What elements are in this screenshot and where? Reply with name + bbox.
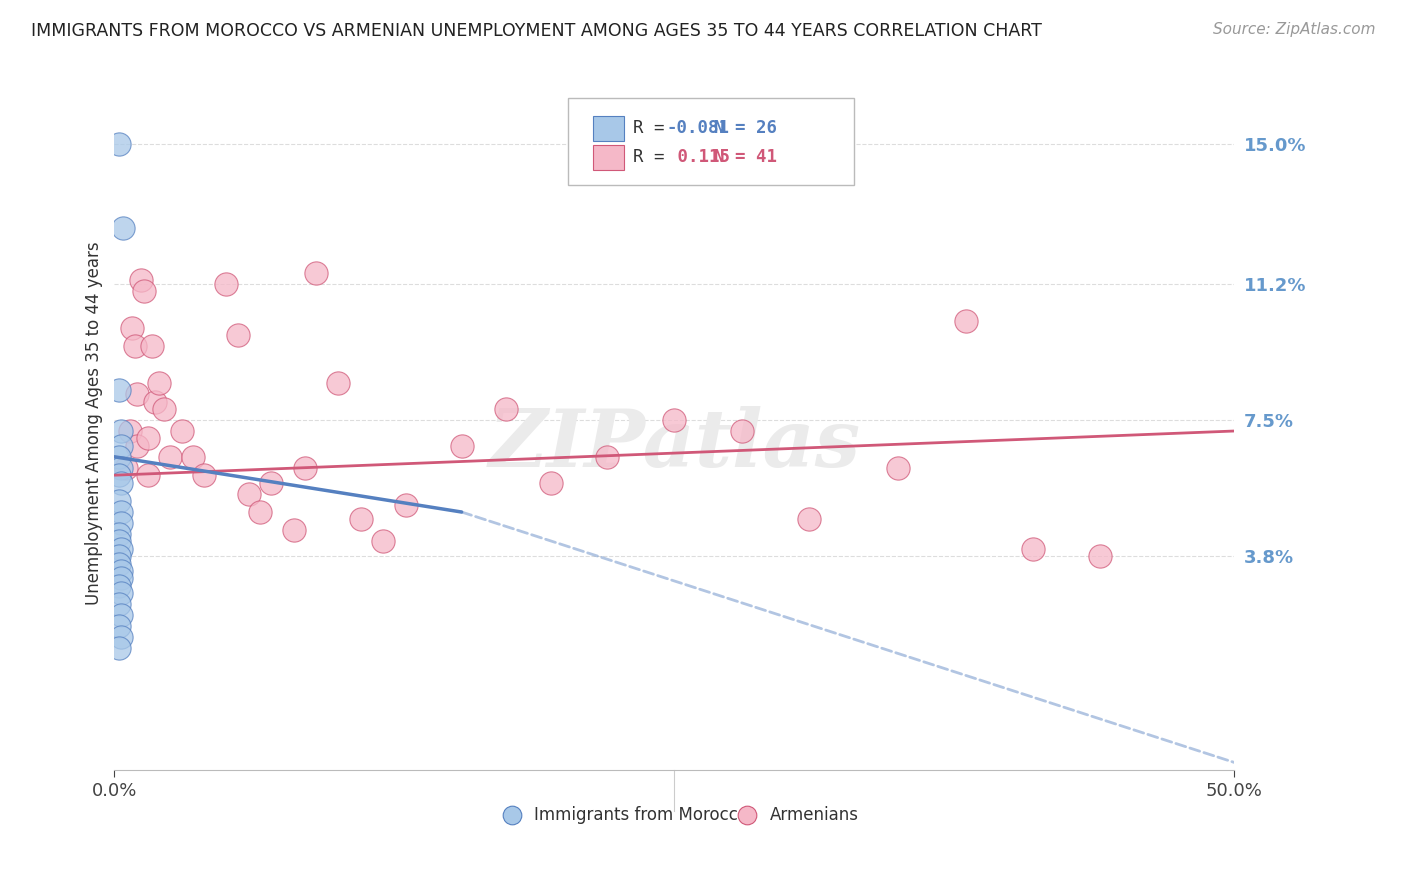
Point	[328, 376, 350, 391]
Point	[108, 597, 131, 611]
Point	[495, 401, 517, 416]
Point	[664, 413, 686, 427]
Point	[193, 468, 215, 483]
Point	[1022, 541, 1045, 556]
Point	[110, 630, 132, 644]
Text: N = 41: N = 41	[714, 148, 776, 167]
Point	[110, 571, 132, 585]
Bar	[593, 116, 624, 141]
Point	[350, 512, 373, 526]
Point	[1088, 549, 1111, 564]
Point	[125, 439, 148, 453]
Point	[887, 460, 910, 475]
Point	[129, 273, 152, 287]
Point	[108, 494, 131, 508]
Point	[110, 475, 132, 490]
Point	[170, 424, 193, 438]
Point	[108, 527, 131, 541]
Point	[152, 401, 174, 416]
Text: -0.081: -0.081	[666, 120, 730, 137]
Point	[249, 505, 271, 519]
Point	[110, 505, 132, 519]
Point	[215, 277, 238, 291]
Point	[450, 439, 472, 453]
Text: N = 26: N = 26	[714, 120, 776, 137]
Text: R =: R =	[633, 148, 675, 167]
Point	[136, 431, 159, 445]
Point	[108, 549, 131, 564]
Point	[125, 387, 148, 401]
Text: IMMIGRANTS FROM MOROCCO VS ARMENIAN UNEMPLOYMENT AMONG AGES 35 TO 44 YEARS CORRE: IMMIGRANTS FROM MOROCCO VS ARMENIAN UNEM…	[31, 22, 1042, 40]
Point	[226, 328, 249, 343]
Point	[110, 586, 132, 600]
Point	[121, 321, 143, 335]
Point	[283, 524, 305, 538]
Point	[110, 564, 132, 578]
Point	[108, 468, 131, 483]
FancyBboxPatch shape	[568, 98, 853, 185]
Bar	[593, 145, 624, 170]
Text: ZIPatlas: ZIPatlas	[488, 406, 860, 483]
Point	[112, 221, 135, 235]
Point	[159, 450, 181, 464]
Y-axis label: Unemployment Among Ages 35 to 44 years: Unemployment Among Ages 35 to 44 years	[86, 242, 103, 606]
Point	[108, 579, 131, 593]
Point	[373, 534, 395, 549]
Point	[120, 424, 142, 438]
Text: Armenians: Armenians	[769, 805, 859, 824]
Point	[110, 608, 132, 623]
Point	[797, 512, 820, 526]
Point	[238, 486, 260, 500]
Point	[181, 450, 204, 464]
Point	[114, 460, 136, 475]
Text: Immigrants from Morocco: Immigrants from Morocco	[534, 805, 748, 824]
Point	[141, 339, 163, 353]
Point	[294, 460, 316, 475]
Text: R =: R =	[633, 120, 675, 137]
Point	[305, 266, 328, 280]
Point	[132, 284, 155, 298]
Point	[110, 439, 132, 453]
Point	[148, 376, 170, 391]
Point	[143, 394, 166, 409]
Point	[108, 619, 131, 633]
Point	[955, 313, 977, 327]
Point	[394, 498, 416, 512]
Point	[108, 384, 131, 398]
Point	[108, 136, 131, 151]
Point	[260, 475, 283, 490]
Point	[110, 516, 132, 530]
Text: Source: ZipAtlas.com: Source: ZipAtlas.com	[1212, 22, 1375, 37]
Point	[108, 450, 131, 464]
Point	[540, 475, 562, 490]
Point	[108, 534, 131, 549]
Point	[136, 468, 159, 483]
Point	[730, 424, 752, 438]
Point	[108, 557, 131, 571]
Point	[596, 450, 619, 464]
Point	[110, 424, 132, 438]
Point	[108, 641, 131, 656]
Point	[110, 460, 132, 475]
Point	[110, 541, 132, 556]
Text: 0.115: 0.115	[666, 148, 730, 167]
Point	[124, 339, 146, 353]
